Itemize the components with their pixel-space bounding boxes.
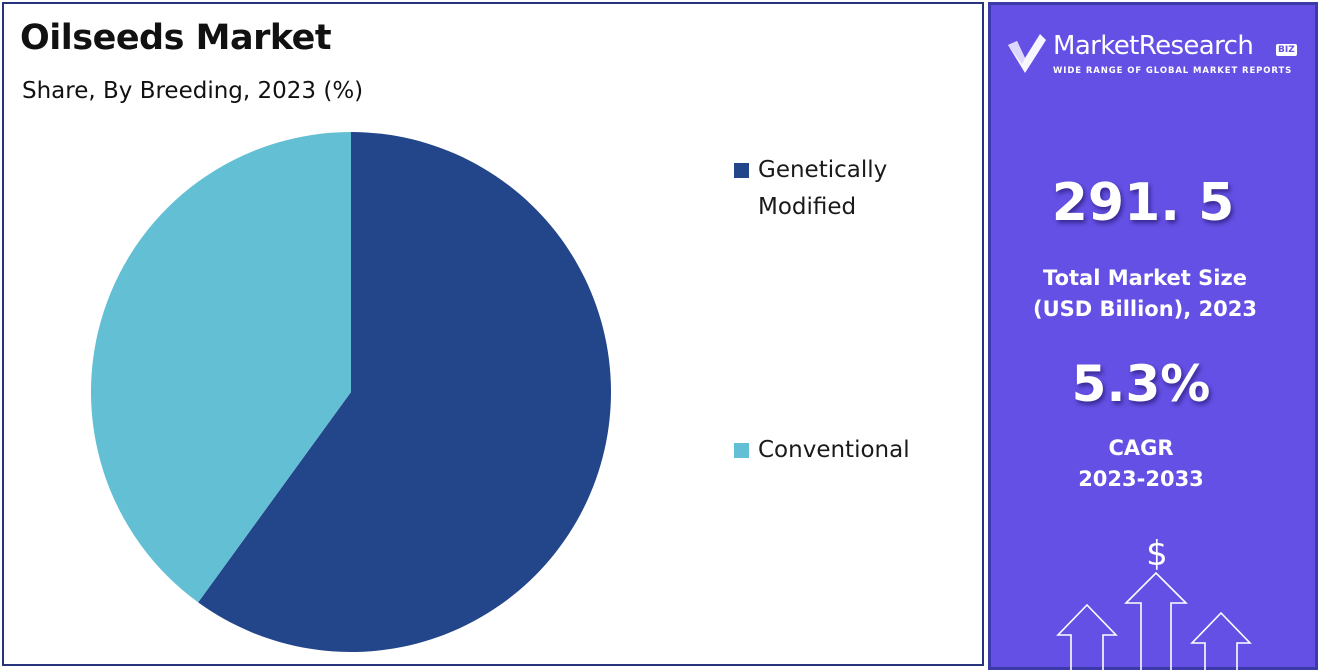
legend-label-conventional: Conventional xyxy=(758,437,910,463)
pie-slice-genetically-modified xyxy=(198,132,612,652)
info-panel: MarketResearch BIZ WIDE RANGE OF GLOBAL … xyxy=(988,2,1318,671)
cagr-caption: CAGR 2023-2033 xyxy=(979,433,1303,495)
pie-chart xyxy=(91,132,612,652)
market-size-caption-line1: Total Market Size xyxy=(1043,266,1247,290)
legend-item-genetically-modified: Genetically Modified xyxy=(734,152,934,226)
logo-biz-badge: BIZ xyxy=(1276,44,1297,56)
check-mark-logo-icon xyxy=(1008,34,1046,73)
market-size-caption: Total Market Size (USD Billion), 2023 xyxy=(983,263,1307,325)
legend-swatch-conventional xyxy=(734,443,749,458)
dollar-sign-icon: $ xyxy=(1146,534,1168,574)
cagr-caption-line1: CAGR xyxy=(1108,436,1174,460)
chart-title: Oilseeds Market xyxy=(20,18,332,58)
chart-panel: Oilseeds Market Share, By Breeding, 2023… xyxy=(2,2,984,666)
legend-swatch-genetically-modified xyxy=(734,163,749,178)
market-size-caption-line2: (USD Billion), 2023 xyxy=(1032,297,1258,321)
market-size-value: 291. 5 xyxy=(1051,173,1235,233)
logo-tagline: WIDE RANGE OF GLOBAL MARKET REPORTS xyxy=(1053,66,1293,76)
logo-name: MarketResearch xyxy=(1053,31,1254,61)
cagr-value: 5.3% xyxy=(1071,355,1211,413)
legend-item-conventional: Conventional xyxy=(734,432,974,469)
growth-arrows-icon: $ xyxy=(1056,534,1252,671)
pie-slice-conventional xyxy=(91,132,351,603)
legend-label-genetically-modified: Genetically Modified xyxy=(758,157,888,220)
cagr-caption-line2: 2023-2033 xyxy=(1078,467,1204,491)
chart-subtitle: Share, By Breeding, 2023 (%) xyxy=(22,78,364,104)
